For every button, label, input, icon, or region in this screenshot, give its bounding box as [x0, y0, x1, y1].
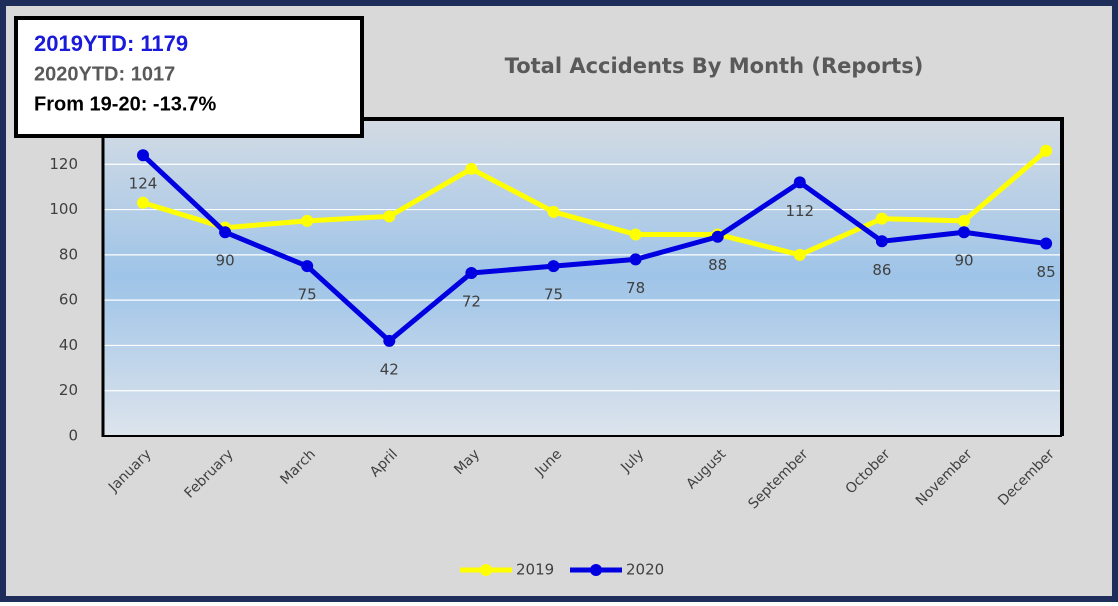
series-line — [141, 153, 1047, 344]
point — [1040, 144, 1053, 157]
point — [793, 248, 806, 261]
point — [958, 214, 970, 227]
y-tick-label: 20 — [59, 381, 78, 399]
data-label: 88 — [708, 256, 727, 274]
point — [793, 176, 806, 189]
y-tick-label: 80 — [59, 245, 78, 263]
legend-label: 2019 — [516, 561, 554, 579]
data-label: 42 — [380, 360, 399, 378]
point — [301, 214, 314, 227]
point — [465, 266, 478, 279]
point — [875, 212, 888, 225]
y-tick-label: 60 — [59, 291, 78, 309]
point — [383, 210, 396, 223]
series-line — [142, 148, 1048, 258]
data-label: 90 — [954, 252, 973, 270]
y-tick-label: 120 — [49, 155, 78, 173]
data-label: 85 — [1037, 263, 1056, 281]
legend-label: 2020 — [626, 561, 664, 579]
point — [137, 196, 149, 209]
point — [875, 235, 888, 248]
y-tick-label: 100 — [49, 200, 78, 218]
data-label: 78 — [626, 279, 645, 297]
annotation: 2020YTD: 1017 — [34, 63, 175, 85]
point — [383, 334, 396, 347]
ytd-box — [14, 16, 364, 138]
point — [547, 205, 560, 218]
point — [547, 260, 560, 273]
point — [958, 226, 970, 239]
data-label: 75 — [544, 286, 563, 304]
point — [711, 230, 724, 243]
point — [219, 226, 232, 239]
point — [301, 260, 314, 273]
y-tick-label: 0 — [68, 427, 78, 445]
point — [1040, 237, 1053, 250]
point — [629, 253, 642, 266]
legend-marker — [480, 564, 492, 576]
chart-title: Total Accidents By Month (Reports) — [505, 54, 924, 78]
data-label: 90 — [216, 252, 235, 270]
annotation: 2019YTD: 1179 — [34, 31, 188, 56]
legend-marker — [590, 564, 602, 576]
data-label: 124 — [129, 175, 158, 193]
point — [465, 162, 478, 175]
data-label: 86 — [872, 261, 891, 279]
plot-border — [103, 117, 1064, 436]
point — [137, 149, 149, 162]
y-tick-label: 40 — [59, 336, 78, 354]
data-label: 112 — [785, 202, 814, 220]
data-label: 72 — [462, 292, 481, 310]
annotation: From 19-20: -13.7% — [34, 93, 217, 115]
point — [629, 228, 642, 241]
plot-area — [103, 119, 1062, 436]
data-label: 75 — [298, 286, 317, 304]
